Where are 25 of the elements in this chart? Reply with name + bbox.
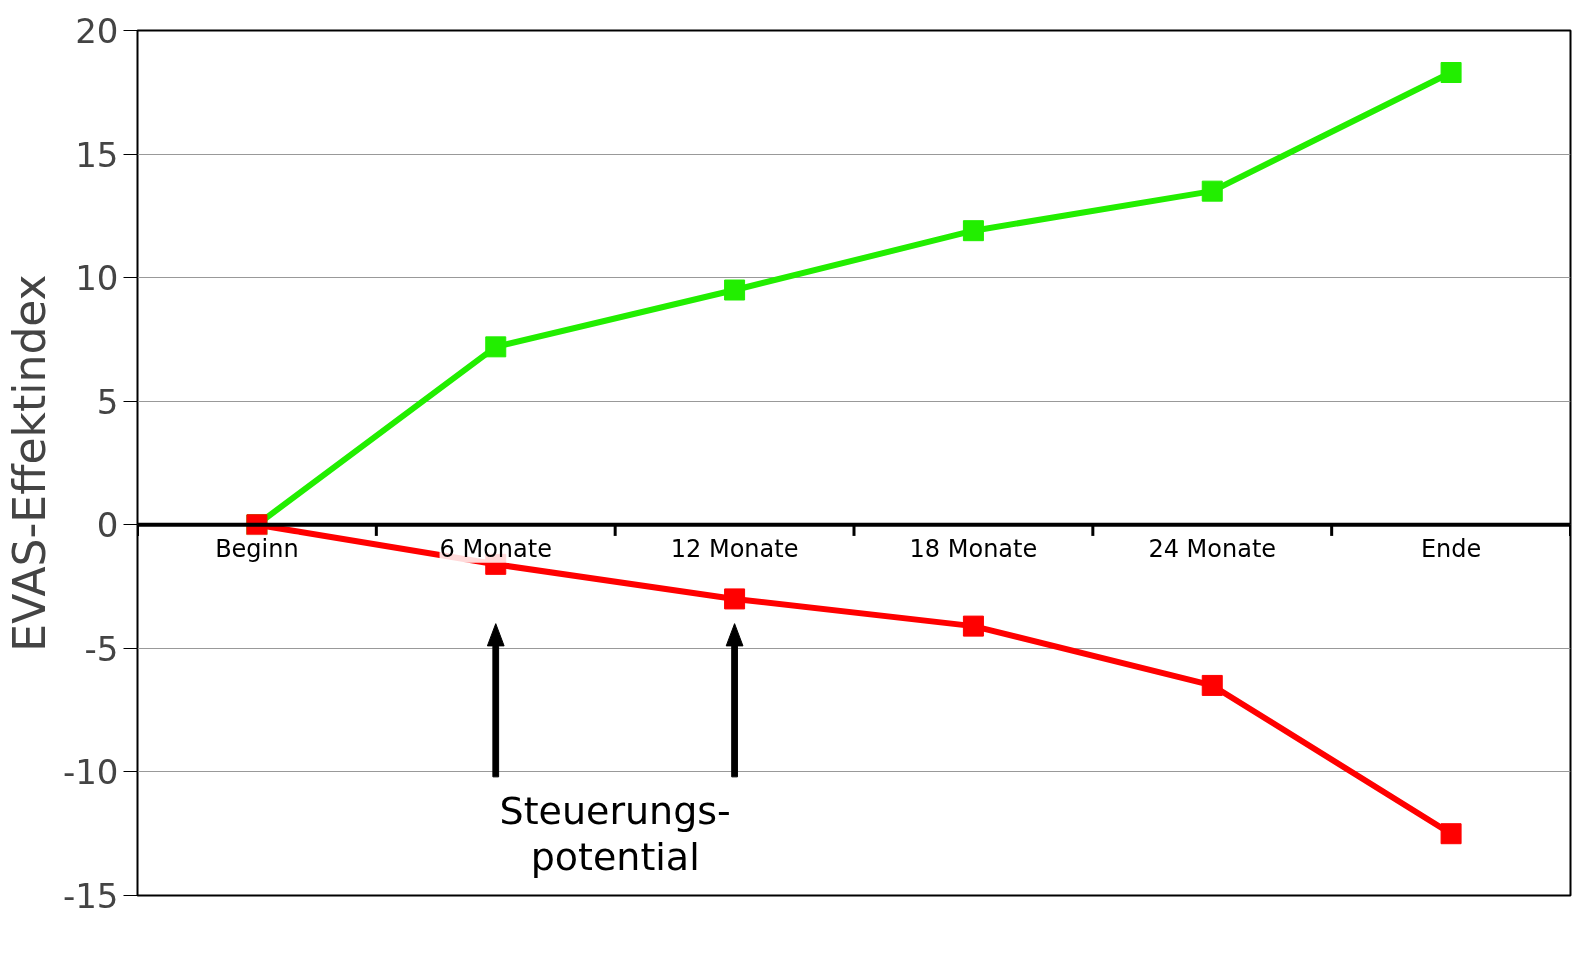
- annotation: Steuerungs- potential: [499, 789, 731, 880]
- point: [724, 588, 746, 610]
- x-tick-label: 18 Monate: [909, 534, 1038, 563]
- x-tick-label: 12 Monate: [670, 534, 799, 563]
- point: [485, 336, 507, 358]
- x-tick-label: 6 Monate: [439, 534, 552, 563]
- point: [1440, 823, 1462, 845]
- y-tick-label: 15: [75, 134, 119, 175]
- x-tick-label: Beginn: [215, 534, 299, 563]
- y-tick-label: -15: [62, 876, 119, 916]
- y-tick-label: -5: [84, 628, 119, 669]
- y-tick-label: 10: [75, 258, 119, 299]
- x-tick-label: Ende: [1420, 534, 1482, 563]
- point: [1201, 180, 1223, 202]
- point: [1201, 674, 1223, 696]
- point: [1440, 62, 1462, 84]
- y-tick-label: 0: [96, 505, 119, 546]
- y-tick-label: 20: [75, 11, 119, 51]
- y-tick-label: 5: [96, 381, 119, 422]
- y-tick-label: -10: [62, 752, 119, 793]
- point: [962, 615, 984, 637]
- point: [724, 279, 746, 301]
- point: [962, 220, 984, 242]
- x-tick-label: 24 Monate: [1148, 534, 1277, 563]
- y-axis-title: EVAS-Effektindex: [3, 274, 55, 652]
